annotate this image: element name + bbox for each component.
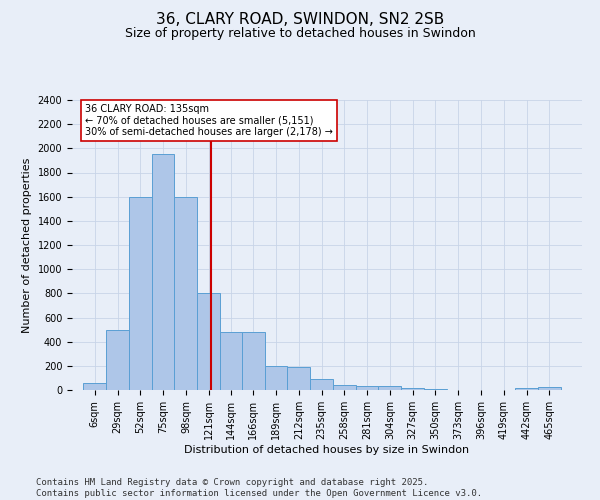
Text: 36, CLARY ROAD, SWINDON, SN2 2SB: 36, CLARY ROAD, SWINDON, SN2 2SB [156, 12, 444, 28]
Text: 36 CLARY ROAD: 135sqm
← 70% of detached houses are smaller (5,151)
30% of semi-d: 36 CLARY ROAD: 135sqm ← 70% of detached … [85, 104, 333, 137]
Bar [83, 384, 106, 390]
Bar [152, 154, 175, 390]
Bar [287, 367, 310, 390]
Bar [129, 196, 152, 390]
Bar [106, 330, 129, 390]
Bar [356, 386, 379, 390]
Text: Contains HM Land Registry data © Crown copyright and database right 2025.
Contai: Contains HM Land Registry data © Crown c… [36, 478, 482, 498]
Bar [310, 379, 333, 390]
Bar [333, 384, 356, 390]
Bar [265, 366, 287, 390]
Y-axis label: Number of detached properties: Number of detached properties [22, 158, 32, 332]
X-axis label: Distribution of detached houses by size in Swindon: Distribution of detached houses by size … [184, 444, 470, 454]
Bar [242, 332, 265, 390]
Bar [175, 196, 197, 390]
Bar [538, 387, 561, 390]
Text: Size of property relative to detached houses in Swindon: Size of property relative to detached ho… [125, 28, 475, 40]
Bar [515, 388, 538, 390]
Bar [197, 294, 220, 390]
Bar [220, 332, 242, 390]
Bar [379, 386, 401, 390]
Bar [401, 388, 424, 390]
